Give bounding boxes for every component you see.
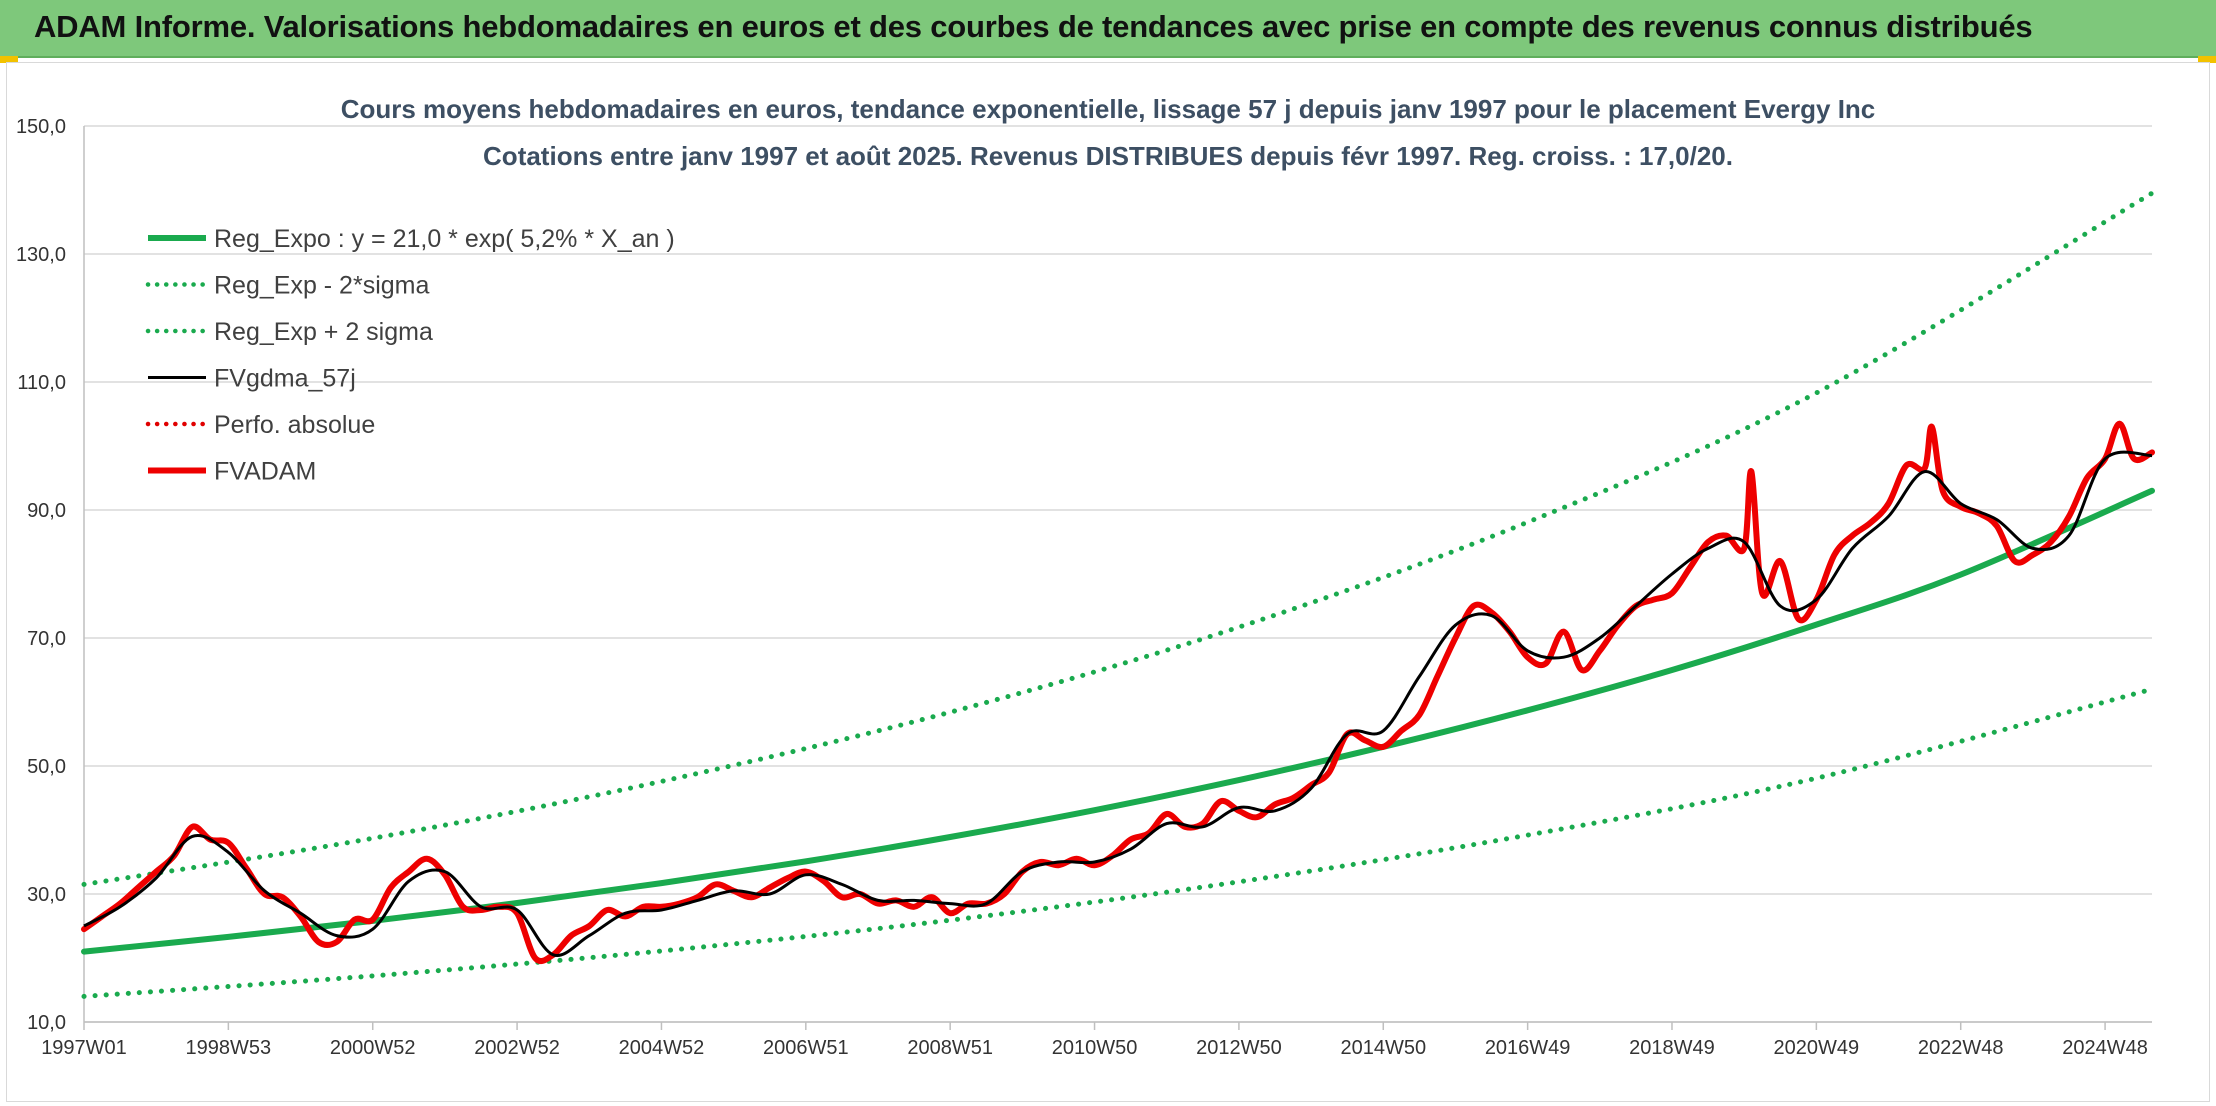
legend-label-reg-exp-plus-2sigma: Reg_Exp + 2 sigma: [214, 318, 433, 346]
x-tick-label: 2002W52: [474, 1037, 560, 1059]
chart-title-line2: Cotations entre janv 1997 et août 2025. …: [483, 141, 1733, 171]
x-tick-label: 2000W52: [330, 1037, 416, 1059]
chart-title-line1: Cours moyens hebdomadaires en euros, ten…: [341, 94, 1876, 124]
y-tick-label: 110,0: [17, 372, 66, 394]
y-tick-label: 90,0: [27, 500, 66, 522]
report-banner: ADAM Informe. Valorisations hebdomadaire…: [0, 0, 2216, 58]
y-tick-label: 50,0: [27, 756, 66, 778]
y-tick-label: 30,0: [27, 884, 66, 906]
x-tick-label: 2022W48: [1918, 1037, 2004, 1059]
x-tick-label: 2006W51: [763, 1037, 849, 1059]
legend-label-perfo-absolue: Perfo. absolue: [214, 411, 375, 439]
legend: Reg_Expo : y = 21,0 * exp( 5,2% * X_an )…: [145, 225, 675, 486]
x-tick-label: 2014W50: [1340, 1037, 1426, 1059]
legend-label-fvadam: FVADAM: [214, 458, 316, 486]
y-tick-label: 70,0: [27, 628, 66, 650]
x-tick-label: 2004W52: [619, 1037, 705, 1059]
x-tick-label: 1997W01: [41, 1037, 127, 1059]
corner-marker-left: [0, 56, 18, 63]
legend-label-fvgdma-57j: FVgdma_57j: [214, 365, 356, 393]
x-tick-label: 2024W48: [2062, 1037, 2148, 1059]
series-line-fvgdma-57j: [83, 450, 2153, 957]
report-title: ADAM Informe. Valorisations hebdomadaire…: [34, 9, 2033, 44]
x-tick-label: 2012W50: [1196, 1037, 1282, 1059]
x-tick-label: 2008W51: [907, 1037, 993, 1059]
y-tick-label: 10,0: [27, 1012, 66, 1034]
y-tick-label: 150,0: [16, 116, 66, 138]
series-line-reg-exp-minus-2sigma: [81, 686, 2155, 999]
axis-layer: 150,0 130,0 110,0 90,0 70,0 50,0 30,0 10,0 1997W…: [16, 116, 2152, 1059]
series-line-fvadam: [81, 420, 2155, 964]
plot-frame: [6, 62, 2210, 1102]
grid-layer: [84, 125, 2152, 1023]
y-tick-label: 130,0: [16, 244, 66, 266]
x-tick-label: 2016W49: [1485, 1037, 1571, 1059]
x-tick-label: 2020W49: [1774, 1037, 1860, 1059]
series-layer: [81, 190, 2155, 999]
x-tick-label: 1998W53: [186, 1037, 272, 1059]
x-tick-label: 2018W49: [1629, 1037, 1715, 1059]
legend-label-reg-exp-minus-2sigma: Reg_Exp - 2*sigma: [214, 272, 429, 300]
x-tick-label: 2010W50: [1052, 1037, 1138, 1059]
legend-label-reg-expo: Reg_Expo : y = 21,0 * exp( 5,2% * X_an ): [214, 225, 675, 253]
series-line-reg-expo: [81, 487, 2155, 955]
corner-marker-right: [2198, 56, 2216, 63]
